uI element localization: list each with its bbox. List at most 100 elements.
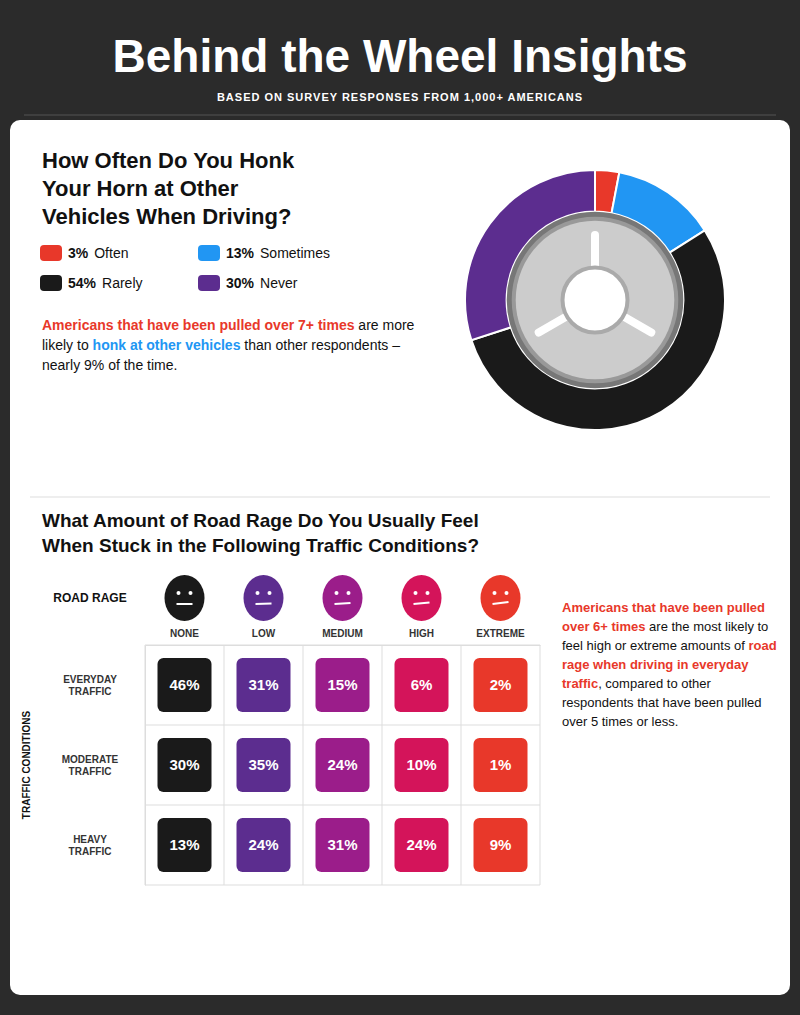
annotation-run: at <box>126 337 143 353</box>
annotation-run: other <box>678 676 712 691</box>
legend-label: Often <box>94 245 128 261</box>
annotation-run: to <box>73 337 89 353</box>
tick-label: HIGH <box>409 628 434 639</box>
annotation-run: or <box>633 714 649 729</box>
annotation-run: respondents <box>307 337 388 353</box>
tick-label: LOW <box>252 628 276 639</box>
annotation-run: more <box>379 317 415 333</box>
pie-chart: How Often Do You HonkYour Horn at OtherV… <box>30 148 770 497</box>
heatmap-cell <box>395 658 449 712</box>
tick-label: HEAVYTRAFFIC <box>69 834 112 857</box>
heatmap-cell <box>237 738 291 792</box>
chart-title: What Amount of Road Rage Do You Usually … <box>42 510 479 556</box>
face-eye <box>414 591 418 595</box>
tick: NONE <box>170 628 199 645</box>
annotation-run: – <box>388 337 400 353</box>
data-label: 30% <box>169 756 199 773</box>
grid-line <box>145 805 540 806</box>
wheel-rim <box>509 214 681 386</box>
face-eye <box>335 591 339 595</box>
legend-item: 54%Rarely <box>40 275 143 291</box>
axis-line <box>145 646 146 886</box>
annotation-run: that <box>628 600 656 615</box>
face-icon <box>165 575 205 621</box>
subtitle: BASED ON SURVEY RESPONSES FROM 1,000+ AM… <box>217 91 583 103</box>
face-eye <box>268 591 272 595</box>
heatmap-cell <box>316 738 370 792</box>
grid-line <box>145 645 540 646</box>
annotation-run: or <box>611 638 627 653</box>
annotation-run: over <box>562 619 589 634</box>
heatmap-cell <box>316 658 370 712</box>
annotation-run: 9% <box>80 357 104 373</box>
tick: LOW <box>252 628 276 645</box>
wheel-hub <box>563 268 628 333</box>
annotation-run: are <box>354 317 378 333</box>
legend-label: Sometimes <box>260 245 330 261</box>
tick-label: MEDIUM <box>322 628 363 639</box>
annotation-run: have <box>659 695 691 710</box>
separator <box>24 115 776 116</box>
annotation-run: pulled <box>723 600 765 615</box>
data-label: 1% <box>490 756 512 773</box>
face-mouth <box>335 603 351 604</box>
heatmap-cell <box>474 738 528 792</box>
annotation-run: 6+ <box>589 619 608 634</box>
face <box>165 575 205 621</box>
data-label: 6% <box>411 676 433 693</box>
legend-item: 3% Often <box>40 245 128 261</box>
heatmap-cell <box>474 818 528 872</box>
grid-line <box>145 885 540 886</box>
tick-label: EVERYDAYTRAFFIC <box>63 674 117 697</box>
annotation-run: extreme <box>626 638 677 653</box>
face <box>402 575 442 621</box>
annotation-run: other <box>272 337 308 353</box>
annotation-run: have <box>143 317 179 333</box>
face-eye <box>189 591 193 595</box>
annotation-run: high <box>583 638 611 653</box>
annotation-run: nearly <box>42 357 80 373</box>
data-label: 2% <box>490 676 512 693</box>
annotation-run: pulled <box>723 695 761 710</box>
background <box>0 0 800 1015</box>
heatmap-cell <box>395 738 449 792</box>
tick-label: EXTREME <box>476 628 525 639</box>
annotation-run: been <box>179 317 216 333</box>
annotation-run: that <box>634 695 660 710</box>
annotation-run: 7+ <box>294 317 314 333</box>
data-label: 46% <box>169 676 199 693</box>
legend: 3% Often 13%Sometimes 54%Rarely 30%Never <box>40 245 330 291</box>
tick: HEAVYTRAFFIC <box>69 834 145 857</box>
annotation-run: times <box>314 317 355 333</box>
heatmap-chart: What Amount of Road Rage Do You Usually … <box>21 510 777 886</box>
annotation-run: rage <box>562 657 589 672</box>
data-label: 31% <box>248 676 278 693</box>
annotation-run: pulled <box>216 317 261 333</box>
legend-item: 30%Never <box>198 275 298 291</box>
annotation-line: Americans that have been pulled <box>562 600 765 615</box>
grid-line <box>461 645 462 885</box>
annotation-run: been <box>691 695 724 710</box>
annotation-run: amounts <box>677 638 731 653</box>
grid-line <box>145 645 146 885</box>
face-mouth <box>493 602 509 604</box>
donut <box>465 170 725 430</box>
face-icon <box>481 575 521 621</box>
heatmap-cell <box>237 818 291 872</box>
grid-line <box>540 645 541 885</box>
legend-value: 30% <box>226 275 255 291</box>
tick: EVERYDAYTRAFFIC <box>63 674 145 697</box>
annotation-run: Americans <box>42 317 114 333</box>
legend-value: 3% <box>68 245 89 261</box>
title: Behind the Wheel Insights <box>112 30 687 82</box>
face-icon <box>323 575 363 621</box>
legend-item: 13%Sometimes <box>198 245 330 261</box>
data-label: 9% <box>490 836 512 853</box>
axis-line <box>146 645 541 646</box>
face-eye <box>505 591 509 595</box>
tick-label: NONE <box>170 628 199 639</box>
data-label: 13% <box>169 836 199 853</box>
heatmap-cell <box>474 658 528 712</box>
annotation-line: traffic, compared to other <box>562 676 712 691</box>
cells <box>158 658 528 872</box>
